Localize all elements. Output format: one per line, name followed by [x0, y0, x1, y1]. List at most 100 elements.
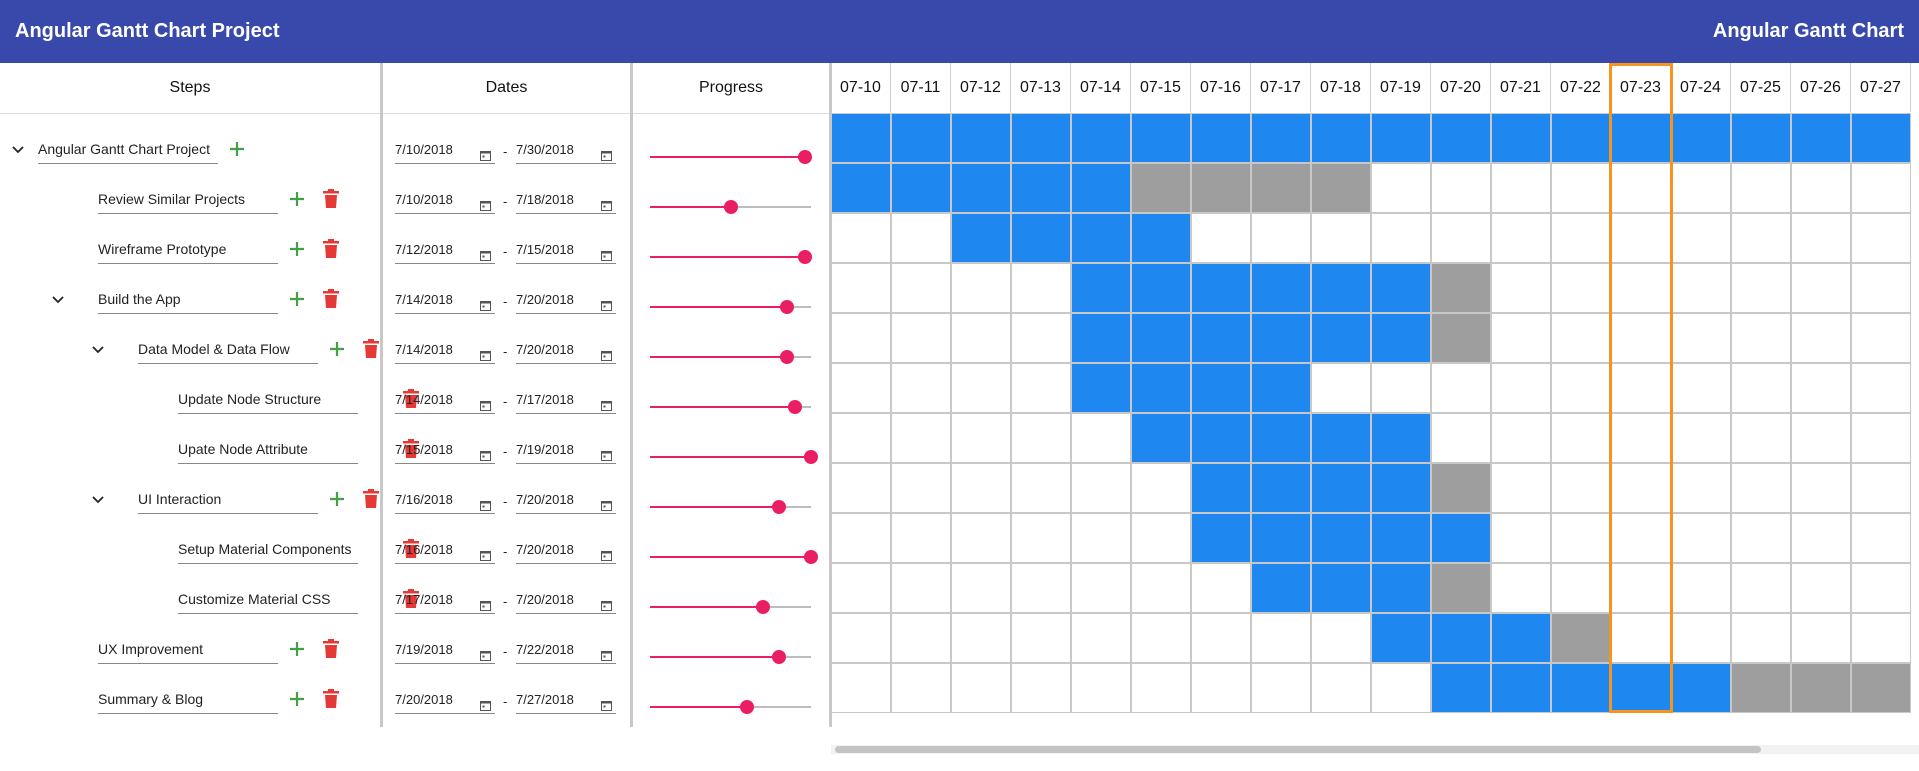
- delete-task-button[interactable]: [322, 238, 340, 260]
- calendar-icon[interactable]: [601, 543, 612, 561]
- gantt-cell[interactable]: [1851, 313, 1911, 363]
- gantt-cell[interactable]: [1851, 363, 1911, 413]
- start-date-field[interactable]: 7/17/2018: [395, 586, 495, 614]
- gantt-cell[interactable]: [1671, 163, 1731, 213]
- calendar-icon[interactable]: [601, 193, 612, 211]
- gantt-cell[interactable]: [1191, 163, 1251, 213]
- gantt-cell[interactable]: [1731, 613, 1791, 663]
- gantt-cell[interactable]: [1071, 263, 1131, 313]
- gantt-cell[interactable]: [1491, 213, 1551, 263]
- gantt-cell[interactable]: [951, 213, 1011, 263]
- gantt-cell[interactable]: [1551, 513, 1611, 563]
- delete-task-button[interactable]: [402, 388, 420, 410]
- gantt-cell[interactable]: [1731, 313, 1791, 363]
- progress-slider[interactable]: [650, 350, 811, 364]
- gantt-cell[interactable]: [1611, 113, 1671, 163]
- task-name-field[interactable]: Summary & Blog: [98, 686, 278, 714]
- gantt-cell[interactable]: [1431, 563, 1491, 613]
- gantt-cell[interactable]: [831, 313, 891, 363]
- gantt-cell[interactable]: [1251, 113, 1311, 163]
- calendar-icon[interactable]: [480, 293, 491, 311]
- progress-slider[interactable]: [650, 150, 812, 164]
- progress-slider-thumb[interactable]: [804, 550, 818, 564]
- gantt-cell[interactable]: [1311, 363, 1371, 413]
- progress-slider[interactable]: [650, 650, 811, 664]
- calendar-icon[interactable]: [480, 593, 491, 611]
- gantt-cell[interactable]: [1071, 463, 1131, 513]
- gantt-cell[interactable]: [1311, 563, 1371, 613]
- gantt-cell[interactable]: [831, 563, 891, 613]
- gantt-cell[interactable]: [1551, 463, 1611, 513]
- gantt-cell[interactable]: [891, 313, 951, 363]
- start-date-field[interactable]: 7/10/2018: [395, 136, 495, 164]
- gantt-cell[interactable]: [1851, 113, 1911, 163]
- gantt-cell[interactable]: [1131, 313, 1191, 363]
- gantt-cell[interactable]: [1491, 663, 1551, 713]
- end-date-field[interactable]: 7/20/2018: [516, 336, 616, 364]
- calendar-icon[interactable]: [480, 443, 491, 461]
- gantt-cell[interactable]: [1131, 113, 1191, 163]
- gantt-cell[interactable]: [1311, 263, 1371, 313]
- gantt-cell[interactable]: [951, 513, 1011, 563]
- gantt-cell[interactable]: [1851, 513, 1911, 563]
- gantt-cell[interactable]: [831, 663, 891, 713]
- gantt-cell[interactable]: [1431, 413, 1491, 463]
- task-name-field[interactable]: Build the App: [98, 286, 278, 314]
- progress-slider[interactable]: [650, 500, 811, 514]
- gantt-cell[interactable]: [1611, 513, 1671, 563]
- calendar-icon[interactable]: [480, 393, 491, 411]
- gantt-cell[interactable]: [1011, 113, 1071, 163]
- gantt-cell[interactable]: [1011, 563, 1071, 613]
- gantt-cell[interactable]: [1191, 613, 1251, 663]
- gantt-cell[interactable]: [1311, 663, 1371, 713]
- task-name-field[interactable]: Customize Material CSS: [178, 586, 358, 614]
- gantt-cell[interactable]: [1191, 663, 1251, 713]
- gantt-cell[interactable]: [951, 363, 1011, 413]
- gantt-cell[interactable]: [891, 563, 951, 613]
- gantt-cell[interactable]: [1491, 113, 1551, 163]
- gantt-cell[interactable]: [1431, 263, 1491, 313]
- gantt-cell[interactable]: [1311, 513, 1371, 563]
- gantt-cell[interactable]: [1491, 413, 1551, 463]
- gantt-cell[interactable]: [951, 563, 1011, 613]
- gantt-cell[interactable]: [1731, 113, 1791, 163]
- gantt-cell[interactable]: [1491, 613, 1551, 663]
- gantt-cell[interactable]: [1791, 263, 1851, 313]
- gantt-cell[interactable]: [1431, 163, 1491, 213]
- gantt-cell[interactable]: [1611, 413, 1671, 463]
- calendar-icon[interactable]: [601, 243, 612, 261]
- calendar-icon[interactable]: [601, 343, 612, 361]
- gantt-cell[interactable]: [1611, 663, 1671, 713]
- gantt-cell[interactable]: [1011, 263, 1071, 313]
- gantt-cell[interactable]: [1551, 213, 1611, 263]
- gantt-cell[interactable]: [1311, 413, 1371, 463]
- gantt-cell[interactable]: [1611, 263, 1671, 313]
- gantt-cell[interactable]: [1371, 563, 1431, 613]
- gantt-cell[interactable]: [1011, 613, 1071, 663]
- gantt-cell[interactable]: [1311, 313, 1371, 363]
- gantt-cell[interactable]: [1551, 163, 1611, 213]
- calendar-icon[interactable]: [601, 293, 612, 311]
- gantt-cell[interactable]: [1791, 413, 1851, 463]
- gantt-cell[interactable]: [1611, 213, 1671, 263]
- gantt-cell[interactable]: [1851, 463, 1911, 513]
- gantt-cell[interactable]: [1371, 663, 1431, 713]
- gantt-cell[interactable]: [1371, 163, 1431, 213]
- gantt-cell[interactable]: [1011, 663, 1071, 713]
- chevron-down-icon[interactable]: [88, 340, 108, 360]
- gantt-cell[interactable]: [1791, 163, 1851, 213]
- calendar-icon[interactable]: [601, 443, 612, 461]
- end-date-field[interactable]: 7/17/2018: [516, 386, 616, 414]
- gantt-cell[interactable]: [1671, 663, 1731, 713]
- delete-task-button[interactable]: [362, 338, 380, 360]
- start-date-field[interactable]: 7/16/2018: [395, 536, 495, 564]
- start-date-field[interactable]: 7/14/2018: [395, 336, 495, 364]
- gantt-cell[interactable]: [1431, 663, 1491, 713]
- calendar-icon[interactable]: [480, 543, 491, 561]
- gantt-cell[interactable]: [1791, 363, 1851, 413]
- delete-task-button[interactable]: [322, 638, 340, 660]
- gantt-cell[interactable]: [1611, 163, 1671, 213]
- task-name-field[interactable]: Review Similar Projects: [98, 186, 278, 214]
- delete-task-button[interactable]: [362, 488, 380, 510]
- gantt-cell[interactable]: [1851, 213, 1911, 263]
